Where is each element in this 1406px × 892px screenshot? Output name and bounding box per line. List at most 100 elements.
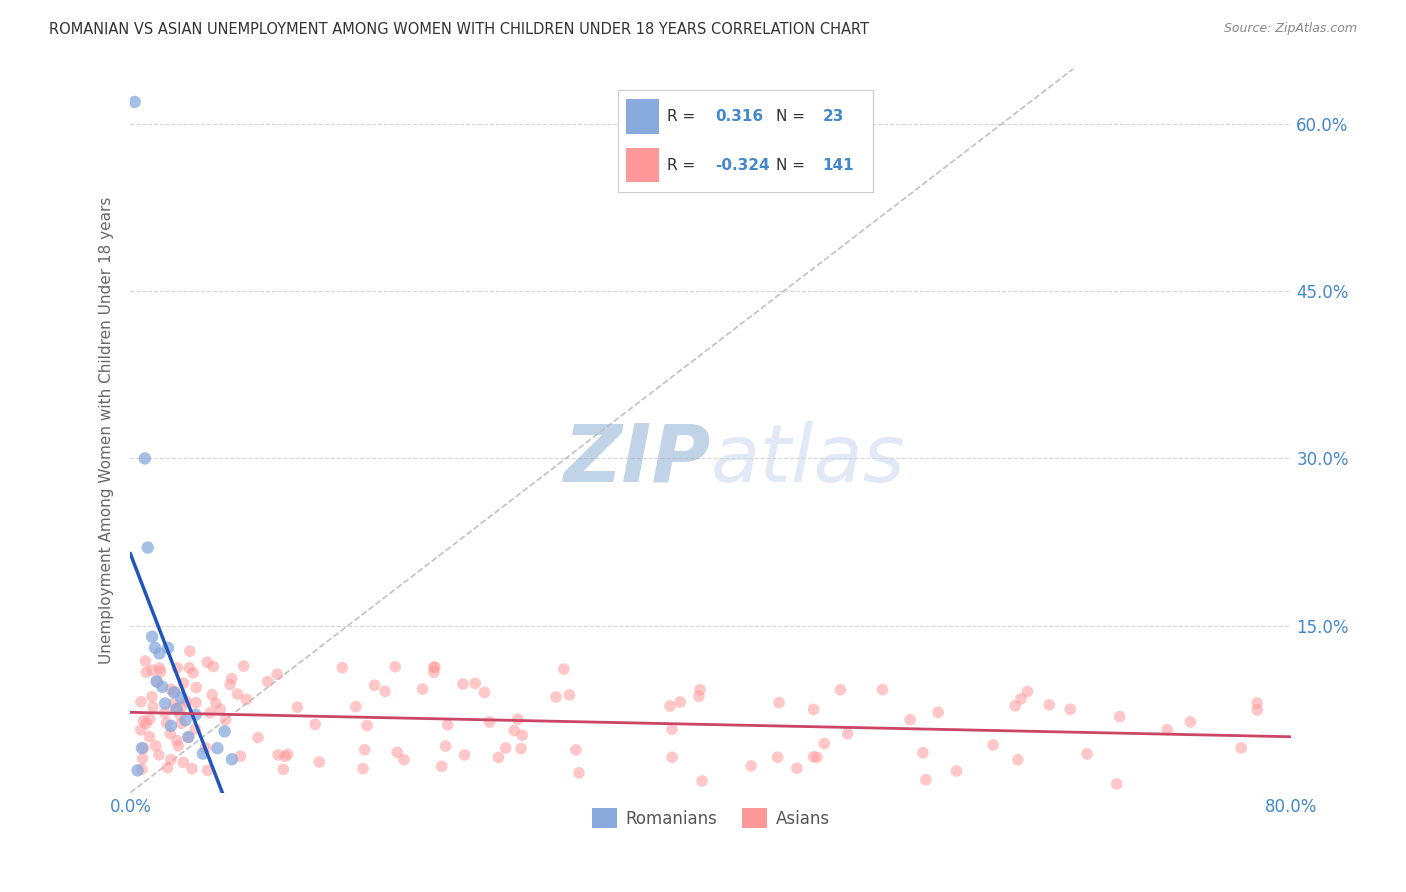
Point (209, 702, 232, 716)
Point (142, 700, 165, 714)
Point (132, 714, 155, 728)
Point (153, 697, 176, 711)
Point (229, 749, 252, 764)
Point (131, 762, 153, 776)
Point (256, 674, 278, 689)
Point (177, 731, 200, 745)
Point (436, 718, 458, 732)
Point (167, 739, 190, 753)
Point (661, 750, 683, 764)
Point (221, 672, 243, 686)
Point (141, 690, 163, 704)
Point (1059, 702, 1081, 716)
Text: ROMANIAN VS ASIAN UNEMPLOYMENT AMONG WOMEN WITH CHILDREN UNDER 18 YEARS CORRELAT: ROMANIAN VS ASIAN UNEMPLOYMENT AMONG WOM… (49, 22, 869, 37)
Point (198, 706, 221, 720)
Point (181, 762, 204, 776)
Point (266, 667, 288, 681)
Point (134, 654, 156, 668)
Text: Source: ZipAtlas.com: Source: ZipAtlas.com (1223, 22, 1357, 36)
Point (150, 680, 173, 694)
Point (1156, 723, 1178, 737)
Point (166, 733, 188, 747)
Point (129, 723, 152, 737)
Point (1007, 753, 1029, 767)
Point (872, 682, 894, 697)
Point (141, 630, 163, 644)
Point (915, 772, 938, 787)
Point (143, 640, 166, 655)
Point (172, 756, 194, 770)
Point (803, 749, 825, 764)
Point (129, 695, 152, 709)
Point (374, 684, 396, 698)
Point (558, 688, 581, 702)
Point (898, 713, 921, 727)
Point (430, 759, 453, 773)
Point (546, 690, 568, 704)
Point (464, 676, 486, 690)
Point (124, 95, 146, 109)
Point (148, 661, 170, 675)
Point (131, 751, 153, 765)
Point (510, 728, 533, 742)
Point (156, 761, 179, 775)
Point (162, 697, 184, 711)
Point (1010, 691, 1032, 706)
Point (181, 665, 204, 680)
Point (146, 675, 169, 690)
Point (740, 759, 762, 773)
Point (173, 676, 195, 690)
Point (226, 687, 249, 701)
Text: ZIP: ZIP (564, 420, 711, 499)
Point (927, 706, 949, 720)
Point (786, 761, 808, 775)
Point (669, 695, 692, 709)
Point (145, 674, 167, 689)
Text: atlas: atlas (711, 420, 905, 499)
Point (478, 714, 501, 729)
Point (330, 661, 353, 675)
Point (553, 662, 575, 676)
Point (214, 713, 236, 727)
Point (169, 707, 191, 722)
Point (1105, 777, 1128, 791)
Point (235, 692, 257, 706)
Point (149, 665, 172, 679)
Point (160, 719, 183, 733)
Point (179, 644, 201, 658)
Point (474, 685, 496, 699)
Point (568, 765, 591, 780)
Point (148, 647, 170, 661)
Point (353, 743, 375, 757)
Point (1230, 740, 1253, 755)
Point (191, 747, 214, 761)
Point (363, 678, 385, 692)
Point (510, 741, 533, 756)
Point (170, 690, 193, 705)
Point (166, 661, 188, 675)
Point (135, 716, 157, 731)
Point (813, 737, 835, 751)
Point (344, 699, 367, 714)
Point (160, 752, 183, 766)
Point (1038, 698, 1060, 712)
Point (232, 659, 254, 673)
Point (197, 763, 219, 777)
Point (806, 750, 828, 764)
Point (451, 677, 474, 691)
Point (165, 702, 187, 716)
Point (131, 741, 153, 756)
Point (387, 745, 409, 759)
Point (1180, 714, 1202, 729)
Point (434, 739, 457, 753)
Point (304, 717, 326, 731)
Point (159, 682, 181, 697)
Point (194, 740, 217, 755)
Point (981, 738, 1004, 752)
Point (423, 665, 446, 680)
Point (221, 752, 243, 766)
Point (134, 451, 156, 466)
Point (179, 661, 201, 675)
Point (201, 688, 224, 702)
Point (565, 743, 588, 757)
